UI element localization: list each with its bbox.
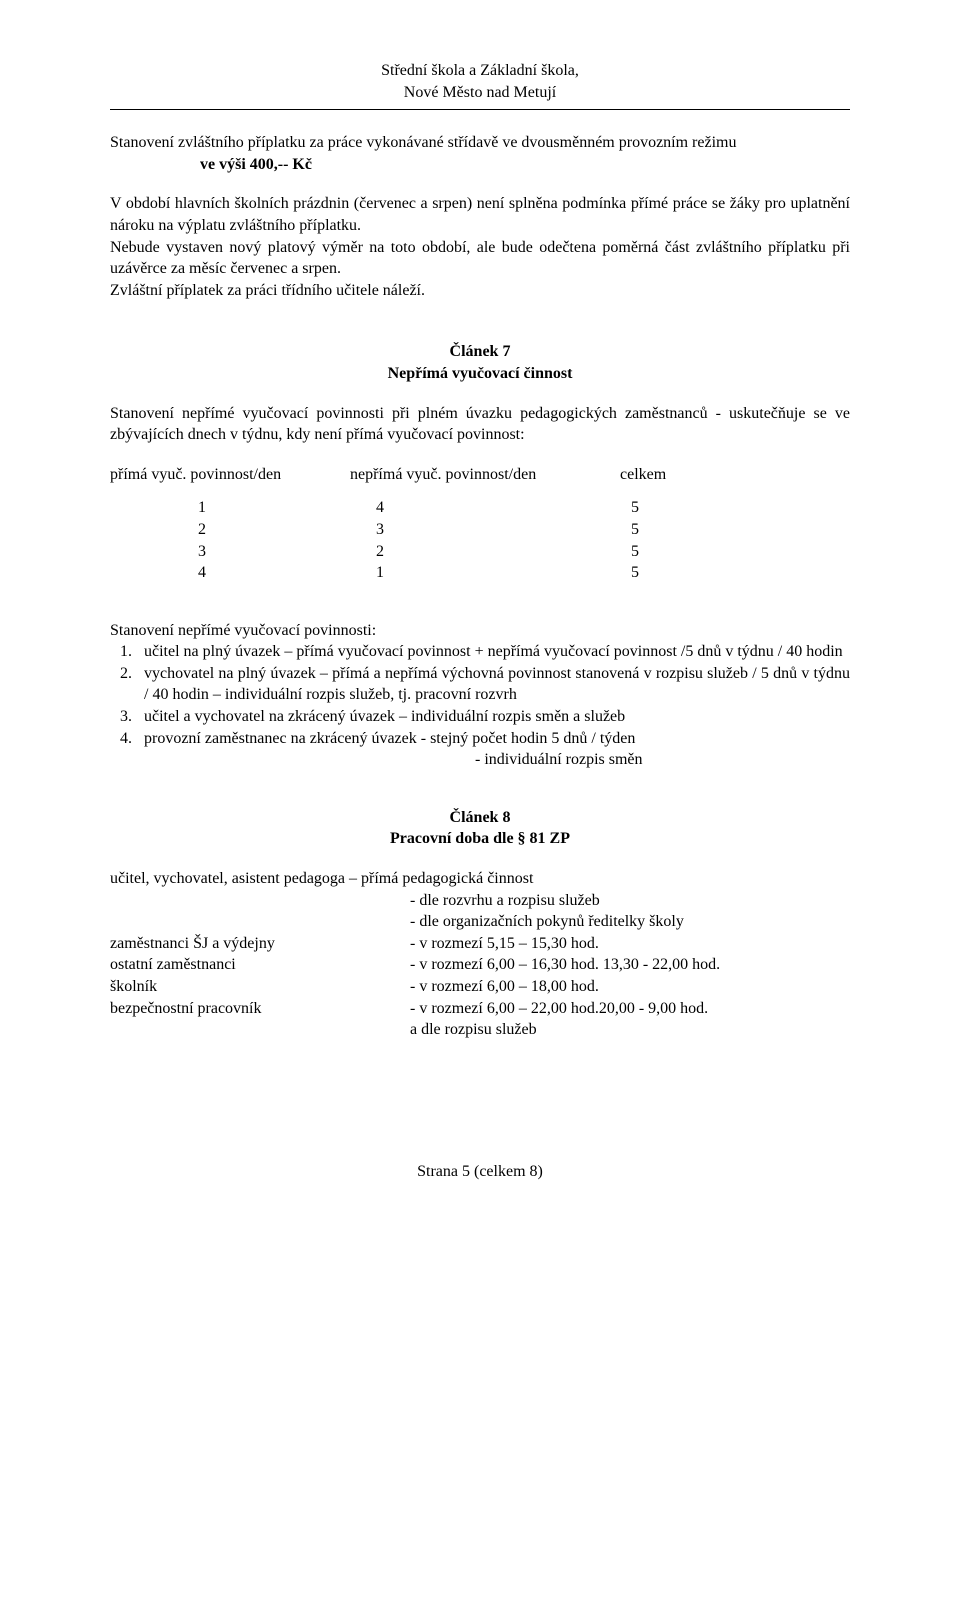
page-header: Střední škola a Základní škola, Nové Měs… <box>110 60 850 103</box>
wt-label: bezpečnostní pracovník <box>110 998 410 1020</box>
article7-title: Článek 7 <box>110 341 850 363</box>
article7-subtitle: Nepřímá vyučovací činnost <box>110 363 850 385</box>
li-text: provozní zaměstnanec na zkrácený úvazek … <box>144 728 850 750</box>
teaching-table: přímá vyuč. povinnost/den nepřímá vyuč. … <box>110 464 850 584</box>
article8-body: učitel, vychovatel, asistent pedagoga – … <box>110 868 850 1041</box>
wt-label: ostatní zaměstnanci <box>110 954 410 976</box>
list-item: 2. vychovatel na plný úvazek – přímá a n… <box>110 663 850 706</box>
wt-row: bezpečnostní pracovník - v rozmezí 6,00 … <box>110 998 850 1020</box>
list-item: 1. učitel na plný úvazek – přímá vyučova… <box>110 641 850 663</box>
td-c3: 5 <box>570 541 700 563</box>
th-total: celkem <box>620 464 720 486</box>
td-c3: 5 <box>570 519 700 541</box>
wt-value: - v rozmezí 6,00 – 18,00 hod. <box>410 976 850 998</box>
wt-row: ostatní zaměstnanci - v rozmezí 6,00 – 1… <box>110 954 850 976</box>
intro-amount: ve výši 400,-- Kč <box>110 154 850 176</box>
wt-row: školník - v rozmezí 6,00 – 18,00 hod. <box>110 976 850 998</box>
wt-line1: učitel, vychovatel, asistent pedagoga – … <box>110 868 850 890</box>
td-c1: 4 <box>110 562 250 584</box>
table-row: 4 1 5 <box>110 562 850 584</box>
wt-value: - v rozmezí 5,15 – 15,30 hod. <box>410 933 850 955</box>
footer-text: Strana 5 (celkem 8) <box>417 1163 543 1180</box>
table-header-row: přímá vyuč. povinnost/den nepřímá vyuč. … <box>110 464 850 486</box>
header-line1: Střední škola a Základní škola, <box>110 60 850 82</box>
wt-value: - v rozmezí 6,00 – 22,00 hod.20,00 - 9,0… <box>410 998 850 1020</box>
th-indirect: nepřímá vyuč. povinnost/den <box>350 464 620 486</box>
li-number: 4. <box>110 728 144 750</box>
page-footer: Strana 5 (celkem 8) <box>110 1161 850 1183</box>
intro-para4: Zvláštní příplatek za práci třídního uči… <box>110 280 850 302</box>
td-c2: 4 <box>250 497 570 519</box>
wt-row: zaměstnanci ŠJ a výdejny - v rozmezí 5,1… <box>110 933 850 955</box>
td-c2: 1 <box>250 562 570 584</box>
article8-heading: Článek 8 Pracovní doba dle § 81 ZP <box>110 807 850 850</box>
th-direct: přímá vyuč. povinnost/den <box>110 464 350 486</box>
td-c2: 3 <box>250 519 570 541</box>
table-body: 1 4 5 2 3 5 3 2 5 4 1 5 <box>110 497 850 583</box>
td-c1: 2 <box>110 519 250 541</box>
wt-value: - v rozmezí 6,00 – 16,30 hod. 13,30 - 22… <box>410 954 850 976</box>
header-line2: Nové Město nad Metují <box>110 82 850 104</box>
li-subtext: - individuální rozpis směn <box>110 749 850 771</box>
table-row: 3 2 5 <box>110 541 850 563</box>
list-item: 3. učitel a vychovatel na zkrácený úvaze… <box>110 706 850 728</box>
table-row: 1 4 5 <box>110 497 850 519</box>
wt-sub2: - dle organizačních pokynů ředitelky ško… <box>110 911 850 933</box>
td-c3: 5 <box>570 562 700 584</box>
li-text: učitel a vychovatel na zkrácený úvazek –… <box>144 706 850 728</box>
wt-tail: a dle rozpisu služeb <box>110 1019 850 1041</box>
article7-list: Stanovení nepřímé vyučovací povinnosti: … <box>110 620 850 771</box>
intro-para1: Stanovení zvláštního příplatku za práce … <box>110 132 850 154</box>
intro-para2: V období hlavních školních prázdnin (čer… <box>110 193 850 236</box>
article8-subtitle: Pracovní doba dle § 81 ZP <box>110 828 850 850</box>
header-divider <box>110 109 850 110</box>
list-intro: Stanovení nepřímé vyučovací povinnosti: <box>110 620 850 642</box>
intro-para3: Nebude vystaven nový platový výměr na to… <box>110 237 850 280</box>
table-row: 2 3 5 <box>110 519 850 541</box>
li-number: 2. <box>110 663 144 706</box>
article8-title: Článek 8 <box>110 807 850 829</box>
li-text: vychovatel na plný úvazek – přímá a nepř… <box>144 663 850 706</box>
ordered-list: 1. učitel na plný úvazek – přímá vyučova… <box>110 641 850 749</box>
wt-sub1: - dle rozvrhu a rozpisu služeb <box>110 890 850 912</box>
td-c2: 2 <box>250 541 570 563</box>
article7-para: Stanovení nepřímé vyučovací povinnosti p… <box>110 403 850 446</box>
td-c1: 1 <box>110 497 250 519</box>
li-number: 3. <box>110 706 144 728</box>
li-number: 1. <box>110 641 144 663</box>
wt-label: školník <box>110 976 410 998</box>
li-text: učitel na plný úvazek – přímá vyučovací … <box>144 641 850 663</box>
td-c1: 3 <box>110 541 250 563</box>
list-item: 4. provozní zaměstnanec na zkrácený úvaz… <box>110 728 850 750</box>
wt-label: zaměstnanci ŠJ a výdejny <box>110 933 410 955</box>
td-c3: 5 <box>570 497 700 519</box>
article7-heading: Článek 7 Nepřímá vyučovací činnost <box>110 341 850 384</box>
